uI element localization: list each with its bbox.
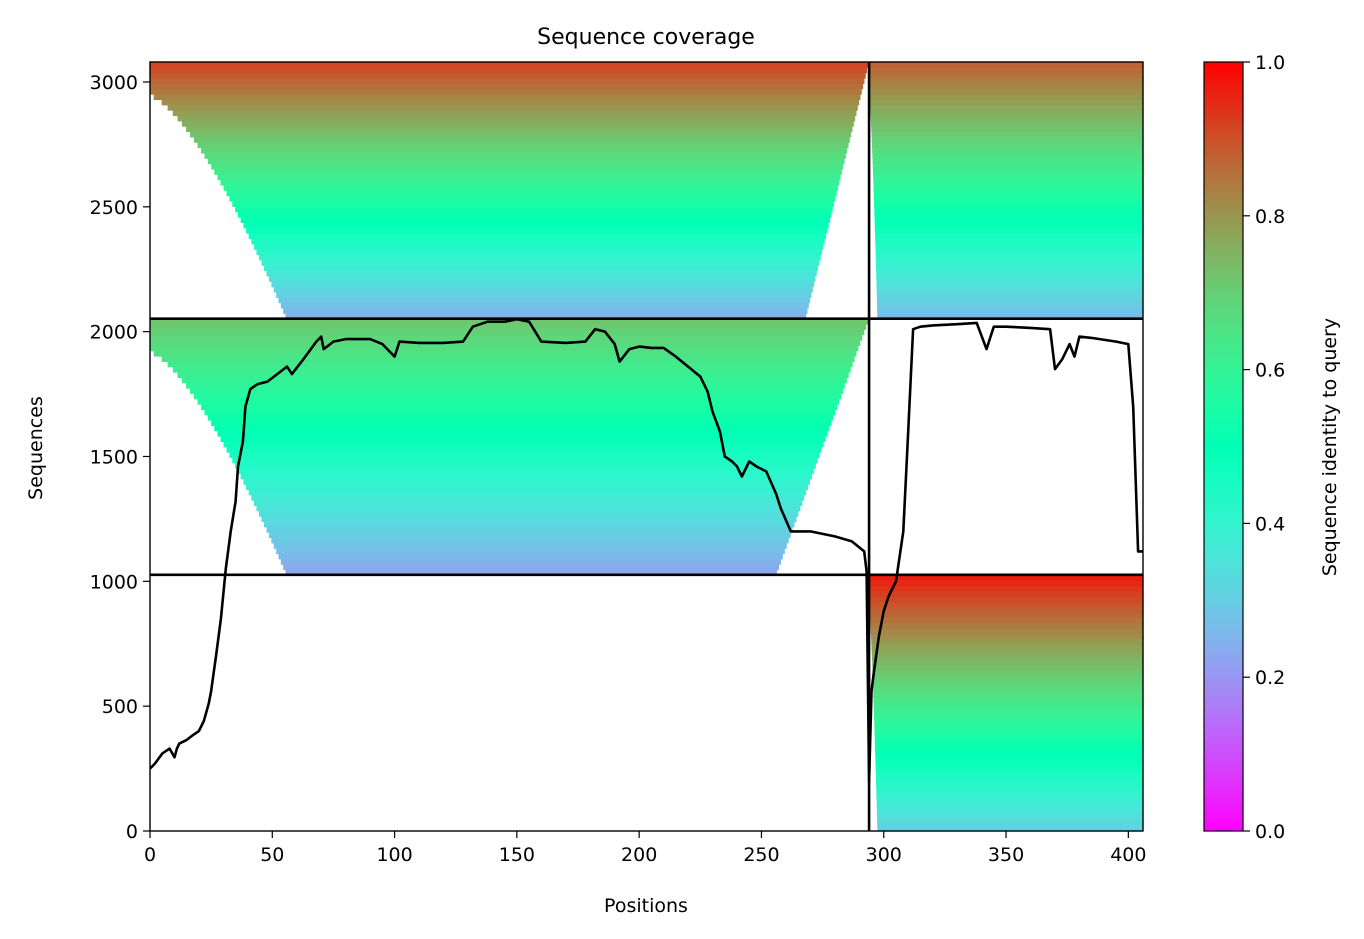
x-tick-label: 0 <box>144 844 156 866</box>
y-tick-label: 2500 <box>90 197 138 219</box>
y-tick-label: 0 <box>126 821 138 843</box>
y-tick-label: 1500 <box>90 446 138 468</box>
x-tick-label: 300 <box>866 844 902 866</box>
colorbar-tick-label: 0.8 <box>1255 206 1285 228</box>
chart-title: Sequence coverage <box>537 25 755 50</box>
x-tick-label: 100 <box>376 844 412 866</box>
heatmap-block-chain-A-paired <box>150 62 869 320</box>
coverage-line <box>150 317 1143 783</box>
x-axis-label: Positions <box>604 895 688 917</box>
y-tick-label: 2000 <box>90 322 138 344</box>
x-tick-label: 50 <box>260 844 284 866</box>
colorbar-tick-label: 0.6 <box>1255 360 1285 382</box>
colorbar-tick-label: 0.4 <box>1255 513 1285 535</box>
y-tick-label: 3000 <box>90 72 138 94</box>
colorbar <box>1203 61 1244 832</box>
x-tick-label: 400 <box>1110 844 1146 866</box>
x-tick-label: 350 <box>988 844 1024 866</box>
y-axis: 0 500 1000 1500 2000 2500 3000 <box>90 72 150 843</box>
y-tick-label: 1000 <box>90 571 138 593</box>
colorbar-tick-label: 0.2 <box>1255 667 1285 689</box>
colorbar-tick-label: 0.0 <box>1255 821 1285 843</box>
x-tick-label: 250 <box>743 844 779 866</box>
plot-frame <box>149 61 1144 832</box>
x-tick-label: 200 <box>621 844 657 866</box>
colorbar-label: Sequence identity to query <box>1319 318 1341 576</box>
heatmap-block-chain-B-paired <box>869 62 1143 320</box>
coverage-line-layer <box>150 317 1143 783</box>
colorbar-tick-label: 1.0 <box>1255 52 1285 74</box>
colorbar-axis: 0.0 0.2 0.4 0.6 0.8 1.0 <box>1243 52 1285 843</box>
chain-boundary-layer <box>150 62 1143 831</box>
heatmap-area <box>150 62 1143 831</box>
heatmap-block-chain-B-unique <box>869 574 1143 831</box>
x-tick-label: 150 <box>499 844 535 866</box>
y-axis-label: Sequences <box>25 396 47 500</box>
x-axis: 0 50 100 150 200 250 300 350 400 <box>144 831 1146 866</box>
y-tick-label: 500 <box>102 696 138 718</box>
heatmap-block-chain-A-unique <box>150 318 869 576</box>
